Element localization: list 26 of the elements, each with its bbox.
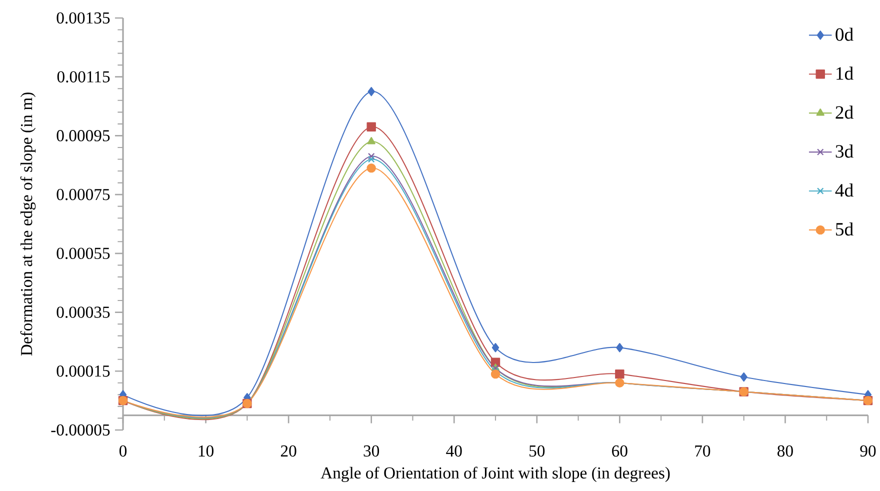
x-tick-label: 80 [778, 445, 793, 457]
x-tick-label: 20 [280, 445, 296, 457]
y-tick-label: 0.00015 [56, 365, 110, 377]
y-tick-label: 0.00135 [56, 12, 110, 24]
y-tick-label: 0.00035 [56, 306, 110, 318]
x-tick-label: 70 [695, 445, 710, 457]
x-tick-label: 0 [119, 445, 127, 457]
y-tick-label: 0.00115 [57, 71, 110, 82]
x-tick-label: 30 [364, 445, 380, 457]
x-axis-title: Angle of Orientation of Joint with slope (in degrees) [320, 466, 670, 482]
legend-label: 0d [836, 28, 854, 41]
legend-label: 5d [836, 222, 854, 236]
y-tick-label: 0.00055 [56, 248, 110, 260]
y-tick-label: 0.00075 [56, 188, 110, 200]
legend-label: 1d [836, 66, 854, 80]
y-tick-label: -0.00005 [51, 424, 110, 436]
x-tick-label: 10 [198, 445, 214, 457]
x-tick-label: 60 [612, 445, 628, 457]
y-axis-title: Deformation at the edge of slope (in m) [20, 92, 36, 356]
legend-label: 2d [836, 106, 854, 119]
x-tick-label: 90 [860, 445, 876, 457]
x-tick-label: 50 [530, 445, 545, 457]
x-tick-label: 40 [446, 445, 462, 457]
y-tick-label: 0.00095 [56, 130, 110, 142]
legend-label: 4d [835, 184, 854, 197]
legend-label: 3d [836, 144, 854, 158]
